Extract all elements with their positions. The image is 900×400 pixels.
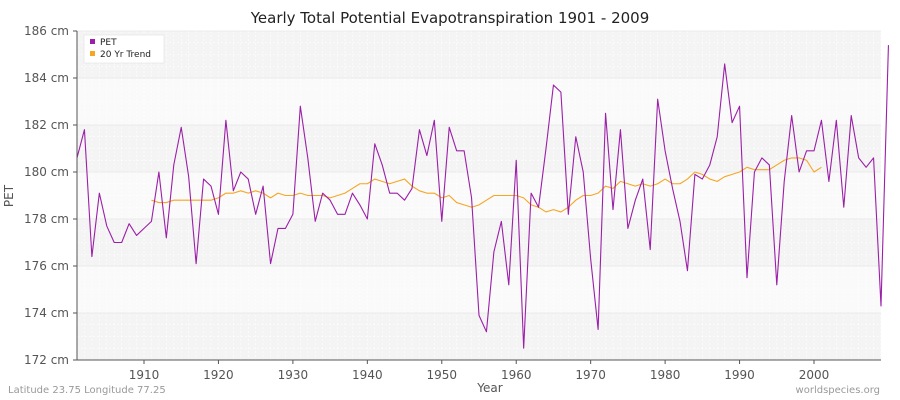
series-layer <box>76 45 889 349</box>
y-tick-label: 174 cm <box>24 306 69 320</box>
legend: PET 20 Yr Trend <box>83 34 165 64</box>
y-tick-label: 182 cm <box>24 118 69 132</box>
x-tick-label: 1990 <box>724 368 755 382</box>
chart-title: Yearly Total Potential Evapotranspiratio… <box>250 9 650 27</box>
y-tick-label: 184 cm <box>24 71 69 85</box>
series-line-pet <box>76 45 889 349</box>
legend-label-pet: PET <box>100 38 117 48</box>
y-tick-labels: 172 cm 174 cm 176 cm 178 cm 180 cm 182 cm 184 … <box>24 24 77 367</box>
x-tick-label: 1950 <box>427 368 458 382</box>
x-tick-label: 1960 <box>501 368 532 382</box>
x-axis-label: Year <box>476 381 502 395</box>
legend-swatch-trend <box>90 51 95 56</box>
x-tick-label: 1930 <box>278 368 309 382</box>
y-tick-label: 178 cm <box>24 212 69 226</box>
axes <box>76 31 881 361</box>
y-tick-label: 176 cm <box>24 259 69 273</box>
footer-location: Latitude 23.75 Longitude 77.25 <box>8 385 166 396</box>
footer-source: worldspecies.org <box>796 385 880 396</box>
series-line-trend <box>151 157 822 213</box>
x-tick-label: 1910 <box>129 368 160 382</box>
y-tick-label: 180 cm <box>24 165 69 179</box>
legend-box <box>83 34 165 64</box>
x-tick-label: 1920 <box>203 368 234 382</box>
x-tick-label: 1970 <box>575 368 606 382</box>
x-tick-label: 1980 <box>650 368 681 382</box>
legend-swatch-pet <box>90 39 95 44</box>
y-tick-label: 172 cm <box>24 353 69 367</box>
x-tick-labels: 1910 1920 1930 1940 1950 1960 1970 1980 1990 2000 <box>129 360 830 382</box>
x-tick-label: 2000 <box>799 368 830 382</box>
y-tick-label: 186 cm <box>24 24 69 38</box>
x-tick-label: 1940 <box>352 368 383 382</box>
y-axis-label: PET <box>2 184 16 207</box>
legend-label-trend: 20 Yr Trend <box>100 50 151 60</box>
